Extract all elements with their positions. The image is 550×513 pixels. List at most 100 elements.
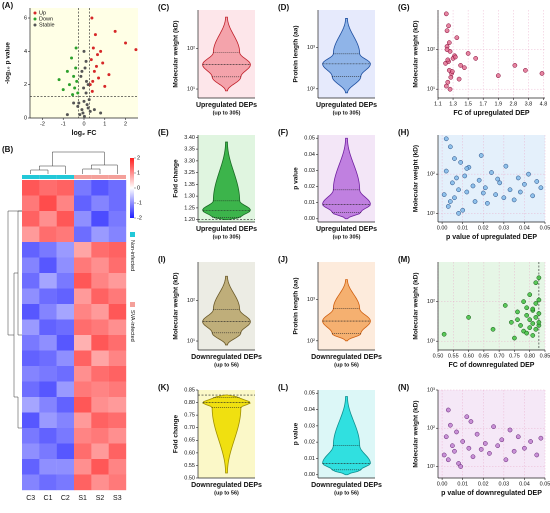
y-tick-label: 3.35 — [184, 147, 195, 153]
legend-label: Non-infected — [129, 240, 135, 271]
point — [443, 434, 449, 440]
point — [460, 439, 466, 444]
heatmap-cell — [22, 443, 40, 460]
point — [447, 199, 453, 204]
x-tick-label: 0.01 — [457, 481, 468, 487]
point — [480, 190, 486, 196]
point — [501, 195, 507, 201]
x-tick-label: 0.50 — [433, 353, 444, 359]
point — [530, 333, 536, 338]
x-axis-label: (up to 56) — [334, 490, 359, 496]
point — [509, 319, 514, 325]
y-tick-label: 0.05 — [304, 136, 315, 142]
point — [468, 419, 474, 424]
legend-swatch — [130, 302, 135, 307]
heatmap-cell — [56, 459, 75, 475]
point — [527, 317, 533, 323]
y-tick-label: 10² — [427, 299, 435, 305]
x-tick-label: 0.04 — [519, 481, 530, 487]
heatmap-cell — [91, 226, 109, 243]
heatmap-cell — [108, 180, 127, 196]
heatmap-cell — [39, 319, 57, 336]
heatmap-cell — [74, 319, 92, 336]
heatmap-cell — [22, 180, 40, 196]
point — [462, 65, 467, 71]
x-tick-label: -1 — [61, 121, 66, 127]
point — [466, 445, 472, 451]
heatmap-cell — [91, 381, 109, 398]
point — [93, 33, 97, 37]
heatmap-cell — [108, 195, 127, 212]
x-axis-label: (up to 305) — [333, 110, 361, 116]
x-axis-label: (up to 56) — [214, 362, 239, 368]
y-tick-label: 0.03 — [304, 168, 315, 174]
point — [107, 73, 111, 77]
heatmap-cell — [74, 381, 92, 398]
point — [485, 200, 490, 206]
heatmap-cell — [74, 257, 92, 274]
violin — [322, 18, 371, 94]
heatmap-cell — [22, 273, 40, 289]
point — [489, 170, 494, 175]
x-axis-label: Upregulated DEPs — [316, 226, 377, 233]
heatmap-cell — [56, 195, 75, 212]
y-tick-label: 0.00 — [304, 216, 315, 222]
heatmap-cell — [56, 350, 75, 367]
point — [521, 299, 526, 304]
point — [464, 414, 470, 420]
column-dendrogram — [30, 151, 118, 174]
colorbar — [130, 158, 134, 218]
point — [487, 451, 492, 456]
point — [82, 49, 86, 53]
heatmap-cell — [108, 459, 127, 475]
y-tick-label: 0.50 — [184, 475, 195, 481]
point — [470, 454, 476, 460]
x-axis-label: Downregulated DEPs — [311, 482, 382, 489]
point — [447, 144, 453, 150]
point — [445, 57, 451, 63]
heatmap-cell — [22, 257, 40, 274]
x-axis-label: Downregulated DEPs — [191, 354, 262, 361]
point — [99, 49, 103, 53]
point — [81, 111, 85, 115]
heatmap-cell — [108, 350, 127, 367]
x-tick-label: 0.70 — [494, 353, 505, 359]
heatmap-cell — [91, 366, 109, 382]
panel-label: (E) — [158, 128, 169, 137]
y-axis-label: p value — [293, 422, 300, 445]
y-tick-label: 10¹ — [427, 87, 435, 93]
heatmap-cell — [39, 242, 57, 258]
heatmap-cell — [74, 242, 92, 258]
plot-background — [438, 262, 545, 350]
heatmap-cell — [108, 319, 127, 336]
panel-label: (A) — [2, 1, 13, 10]
heatmap-cell — [22, 428, 40, 444]
point — [495, 443, 501, 449]
point — [84, 91, 88, 95]
point — [78, 113, 82, 117]
panel-label: (I) — [158, 255, 166, 264]
point — [82, 86, 86, 90]
y-tick-label: 10¹ — [187, 86, 195, 92]
y-axis-label: -log₁₀ p value — [5, 42, 12, 84]
heatmap-cell — [91, 195, 109, 212]
heatmap-cell — [39, 211, 57, 227]
x-axis-label: Downregulated DEPs — [191, 482, 262, 489]
point — [57, 78, 61, 82]
x-tick-label: 0.04 — [519, 225, 530, 231]
panel-label: (J) — [278, 255, 288, 264]
point — [533, 315, 539, 320]
point — [75, 79, 79, 83]
point — [493, 192, 498, 197]
x-axis-label: FC of downregulated DEP — [449, 362, 535, 369]
legend-swatch — [33, 11, 37, 15]
point — [441, 331, 447, 337]
x-tick-label: 1.5 — [464, 101, 472, 107]
point — [458, 464, 463, 469]
point — [72, 74, 76, 78]
point — [443, 136, 449, 142]
heatmap-cell — [56, 474, 75, 491]
point — [80, 69, 84, 73]
heatmap-cell — [22, 474, 40, 491]
point — [446, 40, 452, 45]
